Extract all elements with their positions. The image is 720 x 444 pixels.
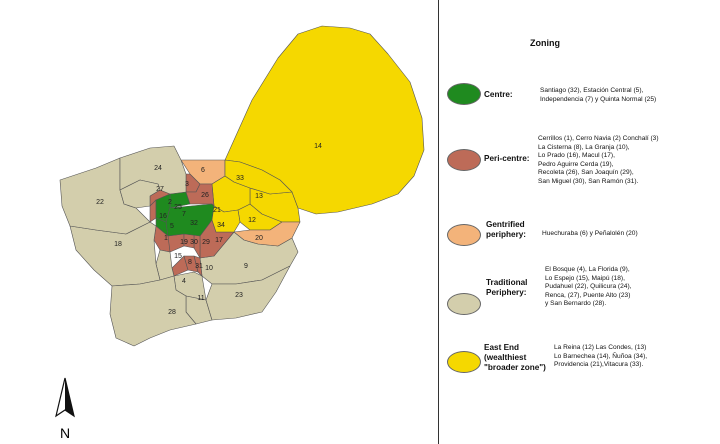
district-label-29: 29 [202, 239, 210, 246]
legend-members-traditional: El Bosque (4), La Florida (9), Lo Espejo… [545, 266, 632, 308]
legend-members-centre: Santiago (32), Estación Central (5), Ind… [540, 87, 657, 103]
district-label-9: 9 [244, 263, 248, 270]
district-label-20: 20 [255, 235, 263, 242]
legend-members-pericentre: Cerrillos (1), Cerro Navia (2) Conchalí … [538, 135, 659, 185]
district-label-13: 13 [255, 193, 263, 200]
district-label-24: 24 [154, 165, 162, 172]
legend-swatch-gentrified [447, 224, 481, 246]
district-33 [224, 159, 293, 195]
district-label-8: 8 [188, 259, 192, 266]
legend-label-traditional: Traditional Periphery: [486, 278, 528, 297]
district-34 [211, 205, 241, 233]
district-27 [119, 179, 161, 209]
district-label-19: 19 [180, 239, 188, 246]
district-label-12: 12 [248, 217, 256, 224]
district-23 [205, 265, 291, 321]
district-label-32: 32 [190, 220, 198, 227]
legend-title: Zoning [530, 38, 560, 48]
legend-swatch-eastend [447, 351, 481, 373]
district-label-1: 1 [164, 235, 168, 242]
district-label-7: 7 [182, 211, 186, 218]
district-label-11: 11 [197, 295, 204, 302]
north-label: N [60, 425, 70, 441]
district-label-33: 33 [236, 175, 244, 182]
district-label-30: 30 [190, 239, 198, 246]
legend-swatch-pericentre [447, 149, 481, 171]
panel-divider [438, 0, 439, 444]
legend-label-pericentre: Peri-centre: [484, 154, 530, 163]
district-label-14: 14 [314, 143, 322, 150]
district-label-15: 15 [174, 253, 182, 260]
district-label-27: 27 [156, 186, 164, 193]
district-31 [183, 255, 199, 273]
district-20 [233, 221, 301, 247]
district-label-25: 25 [174, 204, 182, 211]
legend-swatch-traditional [447, 293, 481, 315]
legend-swatch-centre [447, 83, 481, 105]
district-label-21: 21 [213, 207, 221, 214]
district-label-10: 10 [205, 265, 213, 272]
district-26 [185, 183, 215, 207]
district-label-18: 18 [114, 241, 122, 248]
district-29 [193, 233, 201, 259]
north-arrow-icon: N [55, 377, 75, 441]
legend-label-centre: Centre: [484, 90, 513, 99]
district-label-3: 3 [185, 181, 189, 188]
district-label-23: 23 [235, 292, 243, 299]
legend-members-eastend: La Reina (12) Las Condes, (13) Lo Barnec… [554, 344, 648, 369]
district-label-34: 34 [217, 222, 225, 229]
district-22 [59, 157, 151, 235]
district-label-4: 4 [182, 278, 186, 285]
district-label-26: 26 [201, 192, 209, 199]
district-32 [165, 203, 215, 237]
district-label-5: 5 [170, 223, 174, 230]
district-label-2: 2 [168, 199, 172, 206]
legend-label-eastend: East End (wealthiest "broader zone") [484, 343, 546, 372]
district-label-22: 22 [96, 199, 104, 206]
district-28 [109, 275, 197, 347]
district-label-31: 31 [195, 263, 203, 270]
legend-label-gentrified: Gentrified periphery: [486, 220, 527, 239]
district-label-17: 17 [215, 237, 223, 244]
legend-members-gentrified: Huechuraba (6) y Peñalolén (20) [542, 230, 638, 237]
district-label-16: 16 [159, 213, 167, 220]
district-label-6: 6 [201, 167, 205, 174]
district-label-28: 28 [168, 309, 176, 316]
